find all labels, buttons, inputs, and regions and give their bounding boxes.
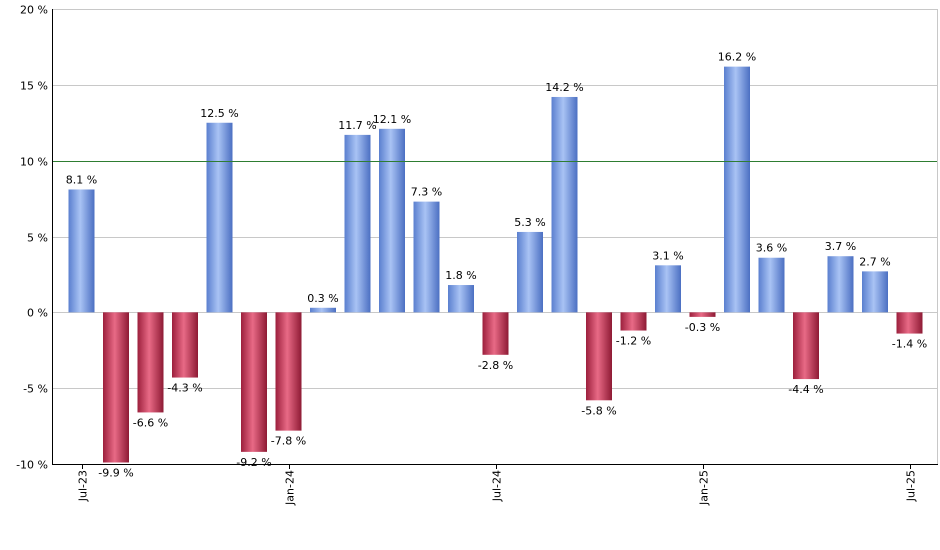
- bar-positive: [862, 271, 888, 313]
- data-label: -9.9 %: [98, 466, 133, 479]
- bar-positive: [827, 256, 854, 313]
- bar-positive: [448, 285, 474, 313]
- bar-positive: [310, 307, 336, 313]
- bar-negative: [241, 312, 267, 452]
- bar-positive: [344, 134, 371, 313]
- x-tick-label: Jul-25: [905, 470, 918, 502]
- data-label: 1.8 %: [445, 269, 476, 282]
- y-tick-label: 10 %: [20, 156, 48, 169]
- y-tick-label: -10 %: [16, 459, 48, 472]
- data-label: -5.8 %: [581, 404, 616, 417]
- bar-negative: [172, 312, 198, 378]
- y-tick-label: 20 %: [20, 4, 48, 17]
- data-label: -1.4 %: [892, 338, 927, 351]
- grid-lines: [52, 9, 938, 465]
- bar-negative: [103, 312, 129, 463]
- bar-positive: [413, 201, 440, 313]
- data-label: -4.4 %: [788, 383, 823, 396]
- x-tick-label: Jan-25: [698, 470, 711, 506]
- data-label: 3.6 %: [756, 242, 787, 255]
- bar-negative: [896, 312, 923, 334]
- bar-negative: [275, 312, 302, 431]
- data-label: -6.6 %: [133, 416, 168, 429]
- bar-positive: [758, 257, 785, 313]
- data-label: 11.7 %: [338, 119, 376, 132]
- bar-positive: [68, 189, 95, 313]
- data-labels: 8.1 % -9.9 % -6.6 % -4.3 % 12.5 % -9.2 %-7.8 …: [66, 51, 927, 480]
- data-label: 12.1 %: [373, 113, 411, 126]
- data-label: 12.5 %: [200, 107, 238, 120]
- data-label: -2.8 %: [478, 359, 513, 372]
- data-label: -0.3 %: [685, 321, 720, 334]
- y-tick-label: -5 %: [23, 383, 48, 396]
- y-tick-label: 15 %: [20, 80, 48, 93]
- bar-positive: [517, 231, 543, 313]
- bar-negative: [586, 312, 612, 401]
- x-tick-label: Jan-24: [284, 470, 297, 506]
- data-label: 8.1 %: [66, 173, 97, 186]
- data-label: 16.2 %: [718, 51, 756, 64]
- data-label: 14.2 %: [545, 81, 583, 94]
- bars: [68, 66, 923, 463]
- bar-negative: [793, 312, 819, 380]
- bar-positive: [551, 96, 578, 313]
- data-label: 0.3 %: [307, 292, 338, 305]
- bar-negative: [689, 312, 716, 317]
- data-label: 3.1 %: [652, 249, 683, 262]
- bar-negative: [137, 312, 164, 413]
- y-tick-label: 0 %: [27, 307, 48, 320]
- bar-positive: [206, 122, 233, 313]
- data-label: 7.3 %: [411, 186, 442, 199]
- x-tick-label: Jul-23: [77, 470, 90, 502]
- y-tick-label: 5 %: [27, 232, 48, 245]
- data-label: -9.2 %: [236, 456, 271, 469]
- bar-positive: [655, 265, 681, 313]
- x-tick-label: Jul-24: [491, 470, 504, 502]
- data-label: 3.7 %: [825, 240, 856, 253]
- data-label: -4.3 %: [167, 382, 202, 395]
- bar-negative: [620, 312, 647, 331]
- data-label: -1.2 %: [616, 335, 651, 348]
- bar-positive: [379, 128, 405, 313]
- data-label: 5.3 %: [514, 216, 545, 229]
- bar-positive: [724, 66, 750, 313]
- data-label: -7.8 %: [271, 435, 306, 448]
- data-label: 2.7 %: [859, 255, 890, 268]
- axes: 20 % 15 % 10 % 5 % 0 % -5 % -10 % Jul-23 Jan-24 J…: [16, 4, 938, 506]
- bar-negative: [482, 312, 509, 355]
